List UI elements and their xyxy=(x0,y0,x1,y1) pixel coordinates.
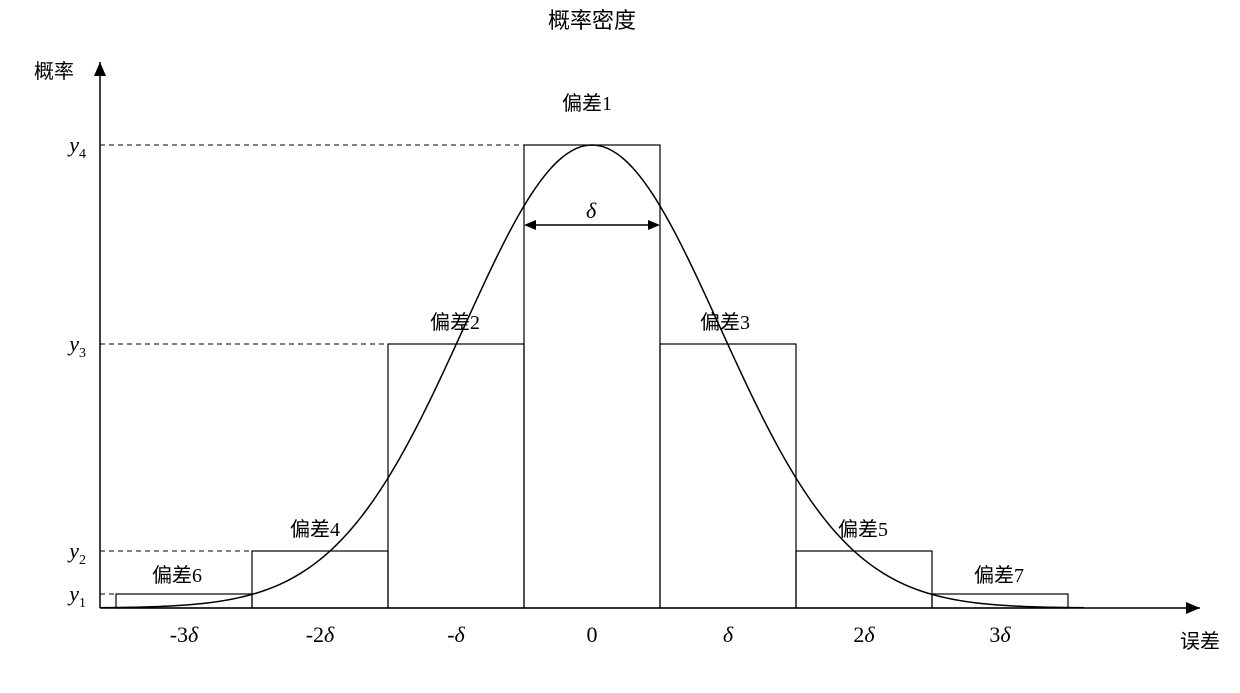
y-tick-y1: y1 xyxy=(67,581,86,611)
bar4-label: 偏差4 xyxy=(290,518,340,541)
delta-arrow-left xyxy=(524,220,536,230)
bar2-label: 偏差2 xyxy=(430,311,480,334)
x-tick-2: 2δ xyxy=(853,622,875,647)
bar6-label: 偏差6 xyxy=(152,564,202,587)
y-tick-y2: y2 xyxy=(67,538,86,568)
bar1-label: 偏差1 xyxy=(562,92,612,115)
y-tick-y3: y3 xyxy=(67,331,86,361)
bar7-label: 偏差7 xyxy=(974,564,1024,587)
bar3 xyxy=(660,344,796,608)
bar2 xyxy=(388,344,524,608)
probability-density-diagram: 概率密度概率误差 偏差6 偏差4 偏差2 偏差1 偏差3 偏差5 偏差7 δ -3δ -2δ -δ 0 δ… xyxy=(0,0,1240,693)
x-tick--2: -2δ xyxy=(306,622,335,647)
chart-title: 概率密度 xyxy=(548,8,636,33)
bar7 xyxy=(932,594,1068,608)
x-axis-arrow xyxy=(1186,602,1200,614)
bar3-label: 偏差3 xyxy=(700,311,750,334)
bar6 xyxy=(116,594,252,608)
x-tick--3: -3δ xyxy=(170,622,199,647)
y-tick-y4: y4 xyxy=(67,132,86,162)
x-tick-0: 0 xyxy=(587,622,598,647)
delta-arrow-right xyxy=(648,220,660,230)
x-tick-1: δ xyxy=(723,622,734,647)
y-axis-label: 概率 xyxy=(34,60,74,83)
y-axis-arrow xyxy=(94,62,106,76)
x-tick--1: -δ xyxy=(447,622,465,647)
x-tick-3: 3δ xyxy=(989,622,1011,647)
bar5-label: 偏差5 xyxy=(838,518,888,541)
x-axis-label: 误差 xyxy=(1180,630,1220,653)
chart-container: 概率密度概率误差 偏差6 偏差4 偏差2 偏差1 偏差3 偏差5 偏差7 δ -3δ -2δ -δ 0 δ… xyxy=(0,0,1240,693)
delta-arrow-label: δ xyxy=(586,198,597,223)
